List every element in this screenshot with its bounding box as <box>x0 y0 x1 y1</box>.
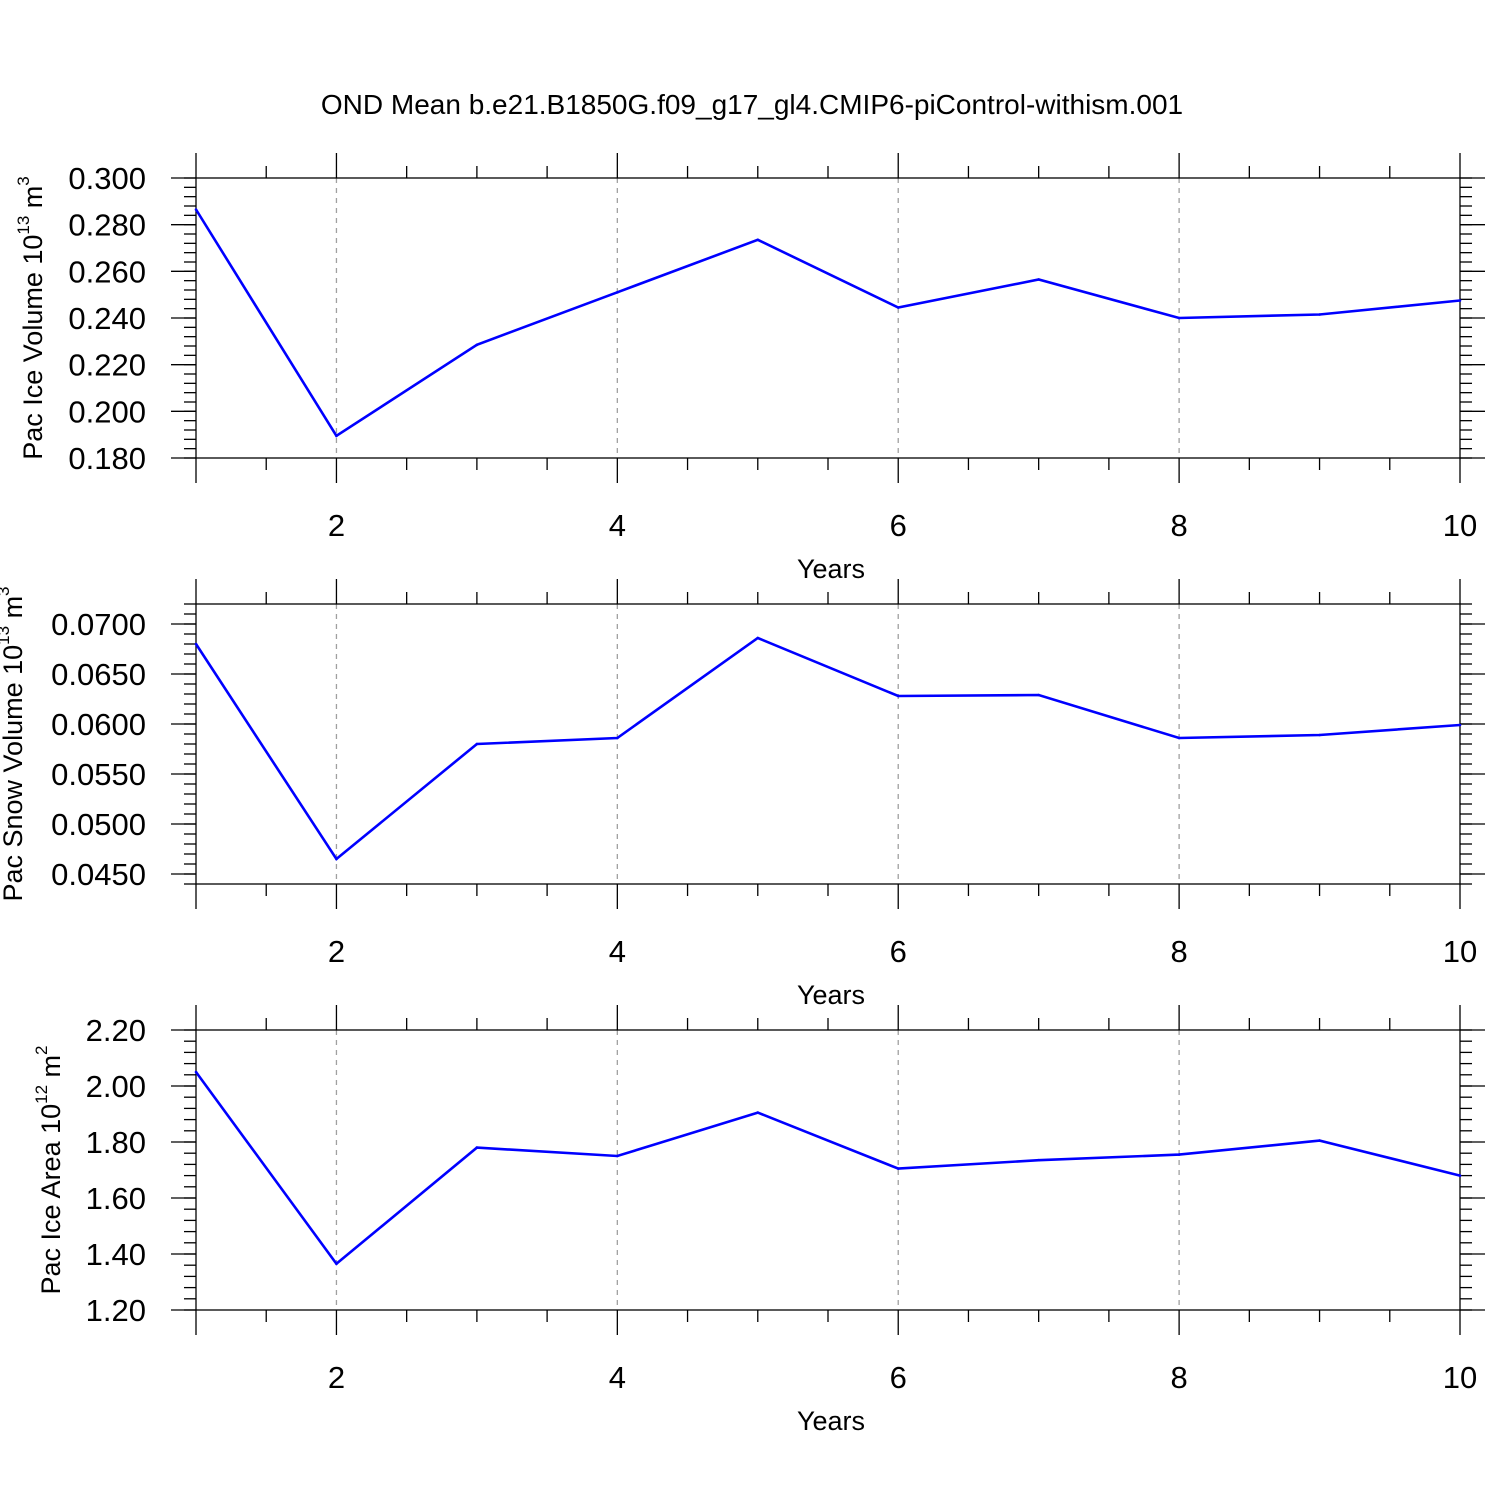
y-tick-label: 1.40 <box>86 1237 146 1272</box>
x-tick-label: 10 <box>1443 1360 1477 1395</box>
data-point <box>1318 313 1321 316</box>
data-point <box>1318 1139 1321 1142</box>
data-point <box>194 1070 198 1074</box>
data-point <box>475 742 479 746</box>
data-point <box>756 238 760 242</box>
y-axis-label-superscript: 3 <box>14 176 33 185</box>
data-point <box>756 1111 760 1114</box>
y-tick-label: 0.0450 <box>51 857 146 892</box>
x-tick-label: 8 <box>1170 934 1187 969</box>
y-axis-label: Pac Snow Volume 1013 m3 <box>0 586 28 901</box>
y-tick-label: 0.180 <box>68 441 146 476</box>
y-tick-label: 0.0600 <box>51 707 146 742</box>
y-axis-label-part: m <box>0 596 28 626</box>
y-tick-label: 2.20 <box>86 1013 146 1048</box>
y-tick-label: 0.0500 <box>51 807 146 842</box>
panel-2: 0.0450 0.0500 0.0550 0.0600 0.0650 0.0700 2 4 6 8… <box>0 579 1485 1010</box>
x-axis-label: Years <box>797 554 865 584</box>
x-tick-label: 8 <box>1170 1360 1187 1395</box>
data-point <box>1177 1153 1181 1156</box>
data-point <box>335 434 338 438</box>
y-tick-label: 1.20 <box>86 1293 146 1328</box>
y-tick-label: 0.200 <box>68 394 146 429</box>
data-point <box>616 1154 619 1158</box>
y-tick-label: 0.0650 <box>51 657 146 692</box>
y-tick-label: 0.0550 <box>51 757 146 792</box>
y-tick-label: 1.60 <box>86 1181 146 1216</box>
y-axis-label-superscript: 2 <box>32 1045 51 1054</box>
data-point <box>1037 278 1040 281</box>
x-tick-label: 2 <box>328 934 345 969</box>
x-tick-label: 2 <box>328 508 345 543</box>
data-point <box>1177 316 1181 320</box>
x-tick-label: 6 <box>890 1360 907 1395</box>
y-tick-label: 0.280 <box>68 208 146 243</box>
data-point <box>896 306 900 309</box>
data-point <box>475 343 479 347</box>
data-point <box>616 291 619 294</box>
y-tick-label: 0.220 <box>68 348 146 383</box>
y-axis-label-part: Pac Ice Volume 10 <box>18 235 48 460</box>
y-tick-label: 2.00 <box>86 1069 146 1104</box>
x-axis-label: Years <box>797 980 865 1010</box>
y-axis-label-part: m <box>36 1055 66 1085</box>
data-point <box>896 694 900 698</box>
data-point <box>335 857 338 861</box>
data-point <box>475 1146 479 1149</box>
x-tick-label: 8 <box>1170 508 1187 543</box>
series-line <box>194 208 1461 438</box>
y-axis-label: Pac Ice Volume 1013 m3 <box>14 176 48 460</box>
y-axis-label-part: Pac Ice Area 10 <box>36 1104 66 1295</box>
series-line <box>194 1071 1461 1266</box>
x-axis-label: Years <box>797 1406 865 1436</box>
data-point <box>756 636 760 640</box>
x-tick-label: 6 <box>890 508 907 543</box>
data-point <box>1318 733 1321 737</box>
y-axis-label-superscript: 12 <box>32 1085 51 1104</box>
y-axis-label-superscript: 13 <box>0 626 13 645</box>
y-tick-label: 0.260 <box>68 254 146 289</box>
data-point <box>1037 1158 1040 1162</box>
figure-title: OND Mean b.e21.B1850G.f09_g17_gl4.CMIP6-… <box>321 89 1183 120</box>
data-point <box>1458 299 1462 302</box>
data-point <box>1458 723 1462 727</box>
panel-3: 1.20 1.40 1.60 1.80 2.00 2.20 2 4 6 8 10 Years Pac I… <box>32 1005 1485 1436</box>
y-tick-label: 0.0700 <box>51 607 146 642</box>
x-tick-label: 4 <box>609 934 626 969</box>
x-tick-label: 4 <box>609 1360 626 1395</box>
data-point <box>616 736 619 740</box>
y-tick-label: 0.300 <box>68 161 146 196</box>
x-tick-label: 10 <box>1443 508 1477 543</box>
y-axis-label-superscript: 13 <box>14 216 33 235</box>
data-point <box>896 1167 900 1170</box>
y-axis-label-part: Pac Snow Volume 10 <box>0 645 28 902</box>
x-tick-label: 4 <box>609 508 626 543</box>
data-point <box>194 642 198 646</box>
data-point <box>335 1262 338 1266</box>
x-tick-label: 2 <box>328 1360 345 1395</box>
data-point <box>1177 736 1181 740</box>
data-point <box>1458 1174 1462 1177</box>
series-line <box>194 636 1461 861</box>
y-axis-label: Pac Ice Area 1012 m2 <box>32 1045 66 1294</box>
data-point <box>194 208 198 211</box>
y-axis-label-superscript: 3 <box>0 586 13 595</box>
panel-1: 0.180 0.200 0.220 0.240 0.260 0.280 0.300 2 4 6 8 1… <box>14 153 1485 584</box>
x-tick-label: 6 <box>890 934 907 969</box>
y-axis-label-part: m <box>18 186 48 216</box>
data-point <box>1037 693 1040 697</box>
y-tick-label: 1.80 <box>86 1125 146 1160</box>
x-tick-label: 10 <box>1443 934 1477 969</box>
y-tick-label: 0.240 <box>68 301 146 336</box>
